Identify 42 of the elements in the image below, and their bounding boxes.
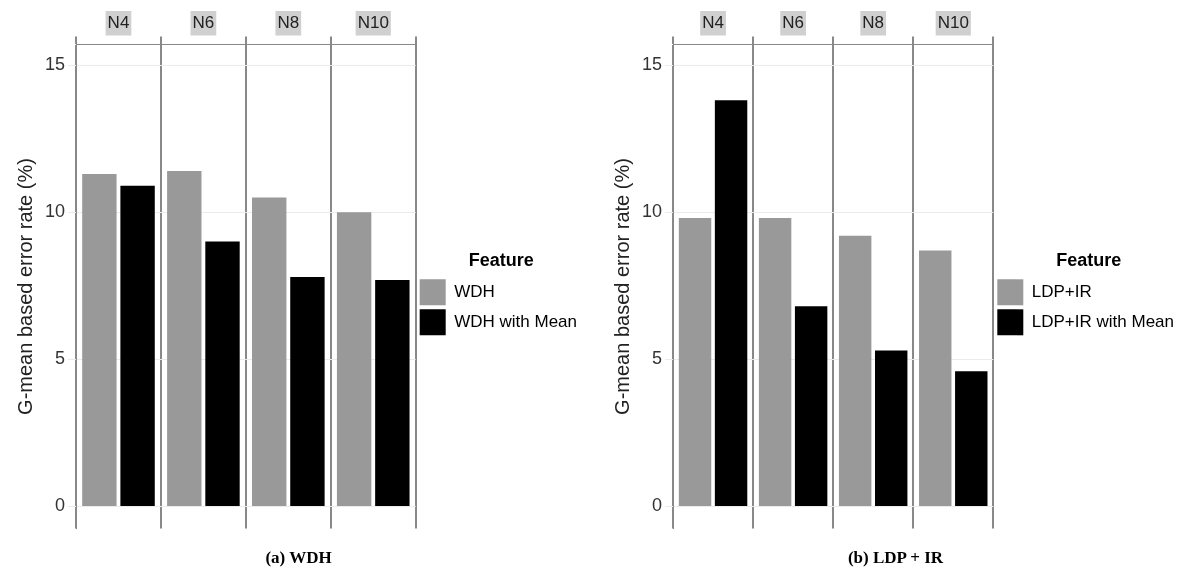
- x-tick-label: N6: [782, 12, 804, 32]
- bar: [758, 218, 792, 507]
- bar: [82, 173, 117, 507]
- legend-title: Feature: [468, 249, 534, 270]
- y-tick-label: 0: [652, 495, 663, 516]
- y-tick-label: 15: [641, 53, 663, 74]
- bar: [678, 218, 712, 507]
- y-axis-title: G-mean based error rate (%): [13, 158, 36, 415]
- x-tick-label: N8: [862, 12, 885, 32]
- y-tick-label: 10: [641, 201, 663, 222]
- y-tick-label: 5: [652, 348, 663, 369]
- bar: [955, 371, 988, 507]
- bar: [290, 276, 325, 507]
- legend-label: LDP+IR: [1031, 281, 1092, 301]
- bar: [336, 212, 372, 507]
- legend-label: LDP+IR with Mean: [1031, 311, 1174, 331]
- x-tick-label: N4: [107, 12, 130, 32]
- legend-label: WDH: [454, 281, 495, 301]
- bar: [838, 235, 872, 507]
- text: (a) WDH: [265, 548, 332, 568]
- bar: [794, 306, 828, 507]
- bar: [205, 241, 240, 507]
- y-axis-title: G-mean based error rate (%): [610, 158, 633, 415]
- y-tick-label: 5: [55, 348, 66, 369]
- bar: [375, 279, 410, 507]
- legend-label: WDH with Mean: [454, 311, 578, 331]
- x-tick-label: N6: [192, 12, 215, 32]
- legend-title: Feature: [1056, 249, 1122, 270]
- x-tick-label: N4: [702, 12, 724, 32]
- bar: [167, 170, 202, 507]
- y-tick-label: 15: [44, 53, 66, 74]
- bar: [919, 250, 952, 507]
- bar: [252, 197, 287, 507]
- y-tick-label: 0: [55, 495, 66, 516]
- x-tick-label: N10: [937, 12, 969, 32]
- bar: [714, 100, 748, 507]
- bar: [875, 350, 908, 507]
- y-tick-label: 10: [44, 201, 66, 222]
- x-tick-label: N8: [277, 12, 300, 32]
- text: (b) LDP + IR: [847, 548, 944, 568]
- x-tick-label: N10: [357, 12, 389, 32]
- bar: [120, 185, 155, 507]
